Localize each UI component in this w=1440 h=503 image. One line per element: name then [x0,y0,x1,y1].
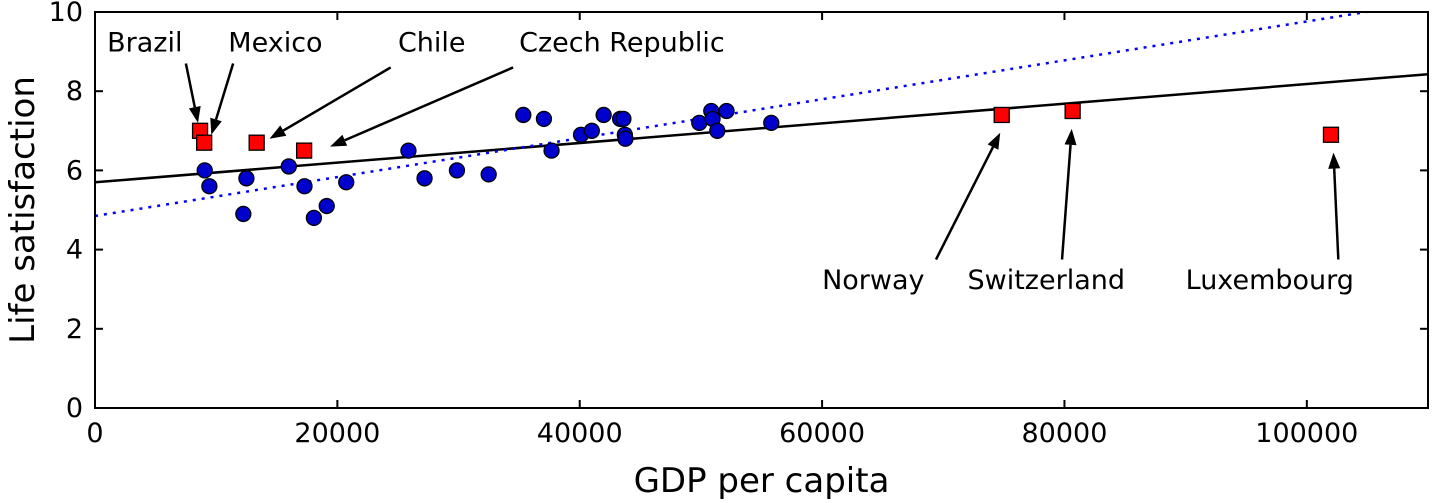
linear-model-all-data-line [95,73,1428,184]
annotation-label-czech-republic: Czech Republic [519,28,725,59]
y-tick-label: 10 [49,0,83,28]
x-tick-label: 80000 [1022,418,1108,449]
y-tick-label: 2 [66,314,83,345]
training-countries-marker [595,106,612,124]
x-tick-label: 0 [86,418,103,449]
training-countries-marker [583,122,600,139]
training-countries-marker [201,178,218,195]
annotation-arrow-switzerland [1060,144,1072,260]
annotation-label-brazil: Brazil [107,28,182,59]
chile-marker [248,134,265,151]
training-countries-marker [296,178,313,195]
annotation-arrowhead-mexico [210,117,222,135]
training-countries-marker [416,170,433,187]
highlighted-countries-series [191,102,1340,159]
linear-model-partial-data-line [95,12,1374,218]
annotation-arrowhead-norway [987,132,1001,150]
training-countries-marker [338,174,355,191]
training-countries-marker [448,162,466,179]
norway-marker [993,106,1010,124]
training-countries-marker [515,106,532,124]
annotation-arrow-norway [934,146,995,261]
x-tick-label: 40000 [537,418,623,449]
training-countries-marker [617,130,634,147]
y-tick-label: 4 [66,235,83,266]
annotation-arrowhead-czech-republic [330,134,348,147]
annotation-label-luxembourg: Luxembourg [1186,265,1354,296]
training-countries-marker [709,122,726,139]
training-countries-marker [718,102,735,120]
x-tick-label: 100000 [1255,418,1358,449]
training-countries-marker [763,114,780,132]
annotation-label-mexico: Mexico [228,28,322,59]
training-countries-marker [400,142,417,159]
annotation-arrow-mexico [214,63,235,120]
annotation-label-norway: Norway [822,265,924,296]
annotation-arrow-czech-republic [344,66,514,142]
training-countries-marker [535,110,553,128]
luxembourg-marker [1322,126,1340,143]
czech-republic-marker [295,142,313,159]
x-tick-label: 60000 [779,418,865,449]
switzerland-marker [1064,102,1081,120]
y-axis-label: Life satisfaction [3,76,43,344]
annotation-arrow-brazil [184,63,197,108]
annotation-arrowhead-brazil [188,106,201,123]
annotation-arrowhead-chile [269,125,287,139]
training-countries-marker [305,209,323,227]
training-countries-marker [235,205,252,223]
annotation-arrowhead-switzerland [1064,128,1077,146]
y-tick-label: 6 [66,155,83,186]
training-countries-marker [280,158,297,175]
training-countries-marker [543,142,560,159]
y-tick-label: 8 [66,76,83,107]
annotation-label-chile: Chile [398,28,466,59]
annotation-arrowhead-luxembourg [1328,152,1341,169]
training-countries-marker [480,166,497,183]
mexico-marker [196,134,213,151]
training-countries-marker [318,197,335,215]
y-tick-label: 0 [66,393,83,424]
annotation-arrow-chile [282,66,392,132]
training-countries-series [196,102,780,227]
plot-frame [94,11,1429,409]
training-countries-marker [238,170,255,187]
training-countries-marker [615,110,632,128]
annotation-label-switzerland: Switzerland [968,265,1125,296]
x-tick-label: 20000 [294,418,380,449]
training-countries-marker [196,162,213,179]
x-axis-label: GDP per capita [634,461,890,501]
annotation-arrow-luxembourg [1332,168,1340,260]
